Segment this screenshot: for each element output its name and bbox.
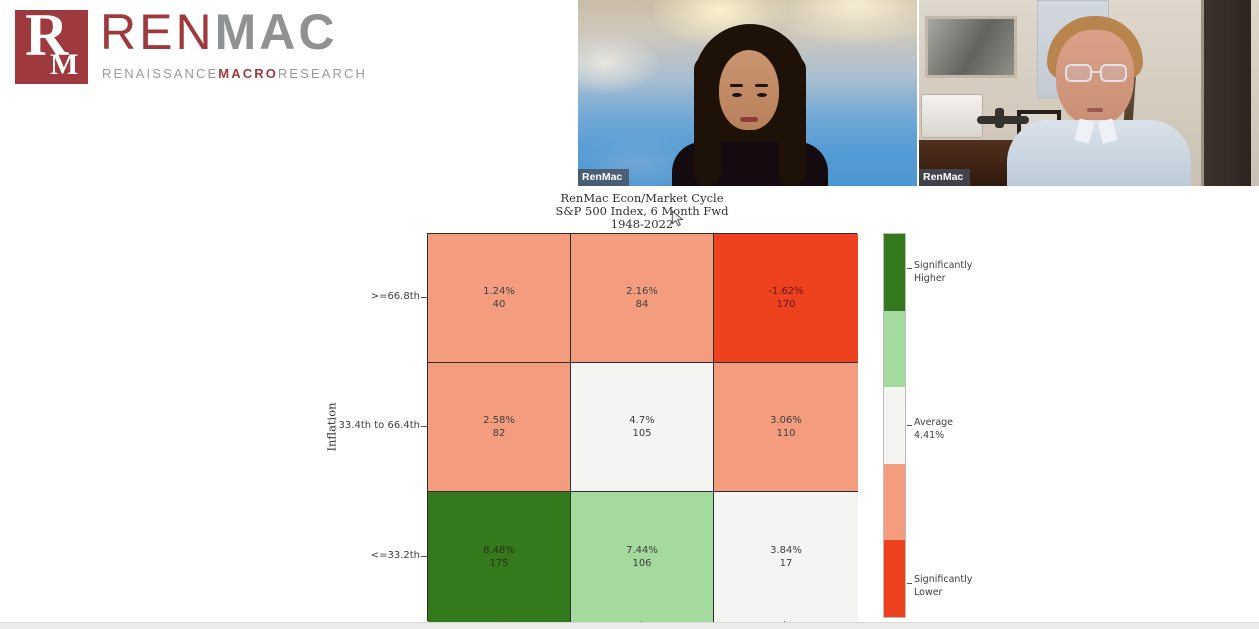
- presenter1-lips: [740, 117, 758, 122]
- video-watermark: RenMac: [919, 169, 971, 186]
- cell-count: 106: [632, 558, 652, 569]
- wall-art-frame: [925, 16, 1017, 78]
- legend-seg-lower: [884, 463, 905, 541]
- tagline-macro: MACRO: [218, 66, 278, 81]
- bottom-edge-strip: [0, 622, 1259, 629]
- cell-count: 170: [776, 299, 796, 310]
- cell-count: 105: [632, 428, 652, 439]
- heatmap-cell-r3c2: 7.44% 106: [571, 492, 714, 622]
- presenter1-hair-strand: [694, 56, 721, 186]
- cell-value: 7.44%: [626, 545, 658, 556]
- tagline-research: RESEARCH: [277, 66, 367, 81]
- cell-count: 82: [492, 428, 506, 439]
- heatmap-cell-r1c1: 1.24% 40: [428, 234, 571, 363]
- legend-tick: [907, 268, 912, 269]
- presenter2-glasses: [1065, 64, 1092, 82]
- presenter1-face: [719, 50, 779, 130]
- presenter1-eyebrow: [755, 84, 768, 87]
- cell-count: 175: [489, 558, 509, 569]
- legend-tick: [907, 425, 912, 426]
- heatmap: 1.24% 40 2.16% 84 -1.62% 170 2.58% 82 4.…: [427, 233, 858, 622]
- legend-seg-higher: [884, 310, 905, 388]
- legend-seg-sig-higher: [884, 234, 905, 311]
- printer: [921, 94, 983, 138]
- heatmap-cell-r1c2: 2.16% 84: [571, 234, 714, 363]
- tagline-renaissance: RENAISSANCE: [102, 66, 219, 81]
- chart-title-line3: 1948-2022: [610, 217, 674, 231]
- cell-count: 110: [776, 428, 796, 439]
- logo-monogram-r: R: [25, 10, 69, 68]
- cell-value: 4.7%: [629, 415, 655, 426]
- brand-name: RENMAC: [100, 4, 337, 60]
- video-watermark: RenMac: [578, 169, 630, 186]
- presenter1-eye: [757, 93, 767, 97]
- mouse-cursor-icon: [671, 210, 684, 227]
- heatmap-cell-r2c3: 3.06% 110: [714, 363, 858, 492]
- brand-tagline: RENAISSANCEMACRORESEARCH: [102, 66, 367, 81]
- y-tick-label-mid: 33.4th to 66.4th: [338, 420, 420, 431]
- heatmap-cell-r3c1: 8.48% 175: [428, 492, 571, 622]
- cell-count: 17: [779, 558, 793, 569]
- y-axis-tick: [421, 426, 427, 427]
- legend-tick: [907, 583, 912, 584]
- office-door: [1201, 0, 1251, 186]
- cell-value: 3.06%: [770, 415, 802, 426]
- brand-name-ren: REN: [100, 4, 215, 60]
- chart-title: RenMac Econ/Market Cycle S&P 500 Index, …: [467, 192, 817, 231]
- cell-value: 2.16%: [626, 286, 658, 297]
- speaker-video-right[interactable]: RenMac: [919, 0, 1259, 186]
- renmac-logo-icon: R M: [15, 10, 88, 84]
- chart-title-line2: S&P 500 Index, 6 Month Fwd: [555, 204, 729, 218]
- legend-seg-sig-lower: [884, 540, 905, 617]
- legend-label-average: Average 4.41%: [914, 417, 954, 441]
- cell-value: 8.48%: [483, 545, 515, 556]
- model-airplane: [977, 116, 1029, 124]
- cell-count: 84: [635, 299, 649, 310]
- presenter2-glasses: [1100, 64, 1127, 82]
- cell-value: 3.84%: [770, 545, 802, 556]
- heatmap-cell-r3c3: 3.84% 17: [714, 492, 858, 622]
- heatmap-cell-r2c2: 4.7% 105: [571, 363, 714, 492]
- cell-value: -1.62%: [768, 286, 804, 297]
- legend-label-sig-lower: Significantly Lower: [914, 574, 973, 598]
- legend-seg-average: [884, 387, 905, 464]
- chart-title-line1: RenMac Econ/Market Cycle: [560, 191, 724, 205]
- speaker-video-left[interactable]: RenMac: [578, 0, 917, 186]
- presenter1-hair-strand: [779, 56, 806, 186]
- y-axis-label: Inflation: [325, 402, 340, 452]
- y-tick-label-top: >=66.8th: [370, 291, 420, 302]
- heatmap-cell-r2c1: 2.58% 82: [428, 363, 571, 492]
- cell-value: 1.24%: [483, 286, 515, 297]
- y-axis-tick: [421, 297, 427, 298]
- presenter2-glasses-bridge: [1092, 71, 1100, 73]
- presenter1-eye: [732, 93, 742, 97]
- heatmap-cell-r1c3: -1.62% 170: [714, 234, 858, 363]
- cell-value: 2.58%: [483, 415, 515, 426]
- y-axis-tick: [421, 556, 427, 557]
- presenter1-eyebrow: [730, 84, 743, 87]
- brand-name-mac: MAC: [214, 4, 338, 60]
- cell-count: 40: [492, 299, 506, 310]
- legend-label-sig-higher: Significantly Higher: [914, 260, 973, 284]
- colorbar-legend: [883, 233, 906, 618]
- presenter2-mouth: [1087, 108, 1103, 112]
- logo-monogram-m: M: [50, 48, 79, 81]
- y-tick-label-bottom: <=33.2th: [370, 550, 420, 561]
